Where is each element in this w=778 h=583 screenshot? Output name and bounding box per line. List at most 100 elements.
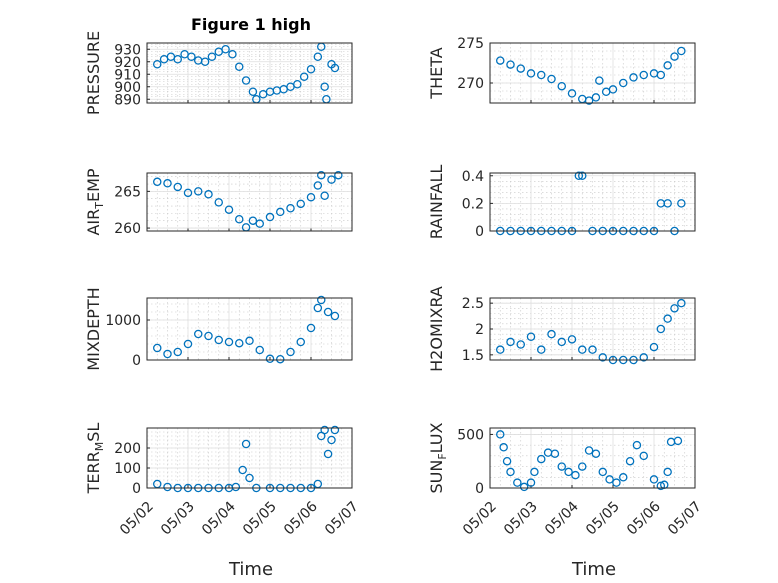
data-point	[632, 440, 642, 450]
data-point	[323, 307, 333, 317]
data-point	[506, 467, 515, 477]
data-point	[578, 345, 587, 354]
data-point	[598, 467, 608, 477]
data-point	[299, 72, 309, 82]
data-point	[173, 182, 182, 192]
data-point	[670, 52, 679, 61]
data-point	[316, 295, 326, 305]
data-point	[306, 65, 316, 74]
data-point	[204, 190, 213, 199]
data-point	[327, 175, 336, 184]
data-point	[502, 456, 512, 466]
data-point	[663, 199, 672, 208]
axes-box	[489, 297, 696, 361]
axes-box	[489, 172, 696, 232]
data-point	[296, 337, 305, 347]
data-point	[526, 478, 536, 487]
data-point	[526, 69, 536, 78]
data-point	[152, 60, 162, 69]
data-point	[547, 329, 556, 339]
data-point	[649, 342, 659, 352]
axes-box	[146, 172, 353, 232]
subplot-terr-msl: 0 100 200 TERRMSL 05/02 05/03 05/04 05/05 05/06 0…	[84, 423, 362, 539]
data-point	[214, 198, 223, 207]
data-point	[316, 170, 326, 180]
subplot-h2omixra: 1.5 2 2.5 H2OMIXRA	[427, 286, 696, 372]
y-tick-label: 890	[114, 92, 141, 108]
data-point	[173, 55, 182, 64]
data-point	[163, 482, 172, 492]
data-point	[639, 70, 649, 80]
data-point	[275, 354, 285, 364]
data-point	[677, 298, 686, 308]
data-point	[574, 171, 584, 181]
data-point	[506, 337, 515, 347]
y-axis-label: PRESSURE	[84, 31, 103, 115]
data-point	[598, 353, 608, 362]
x-tick-label: 05/03	[158, 499, 198, 539]
plot-area	[490, 428, 695, 488]
data-point	[663, 467, 672, 477]
data-point	[605, 475, 614, 484]
y-axis-label: MIXDEPTH	[84, 287, 103, 370]
data-point	[639, 451, 649, 461]
y-tick-label: 0	[475, 481, 484, 497]
data-point	[567, 89, 577, 98]
data-point	[255, 345, 264, 355]
data-point	[286, 203, 295, 213]
data-point	[265, 354, 275, 364]
y-axis-label: TERRMSL	[84, 423, 106, 495]
data-point	[207, 52, 217, 62]
y-tick-label: 0	[132, 481, 141, 497]
y-axis-label: SUNFLUX	[427, 422, 449, 493]
data-point	[495, 430, 505, 439]
y-tick-label: 100	[114, 461, 141, 477]
y-tick-label: 2	[475, 322, 484, 338]
data-point	[663, 61, 672, 70]
data-point	[495, 56, 505, 65]
data-point	[313, 52, 323, 62]
y-tick-label: 2.5	[462, 296, 484, 312]
data-point	[234, 62, 244, 72]
data-point	[173, 347, 182, 357]
data-point	[499, 443, 508, 452]
data-point	[595, 76, 604, 85]
y-tick-label: 275	[457, 36, 484, 52]
data-point	[245, 473, 254, 483]
y-tick-label: 0	[475, 224, 484, 240]
data-point	[516, 340, 526, 349]
x-tick-label: 05/05	[583, 499, 623, 539]
data-point	[275, 207, 285, 217]
data-point	[248, 87, 258, 97]
y-tick-label: 0.4	[462, 169, 484, 185]
data-point	[214, 335, 223, 345]
y-tick-label: 0	[132, 353, 141, 369]
data-point	[183, 188, 193, 198]
data-point	[656, 481, 666, 491]
y-tick-label: 910	[114, 67, 141, 83]
y-tick-label: 920	[114, 55, 141, 71]
data-point	[619, 78, 628, 88]
data-point	[629, 73, 638, 82]
data-point	[608, 85, 618, 94]
y-tick-label: 270	[457, 76, 484, 92]
data-point	[241, 76, 251, 85]
data-point	[530, 467, 539, 477]
data-point	[625, 456, 635, 466]
data-point	[163, 349, 172, 359]
y-axis-label: AIRTEMP	[84, 168, 106, 235]
data-point	[591, 449, 601, 458]
x-tick-label: 05/06	[624, 499, 664, 539]
data-point	[557, 462, 567, 471]
data-point	[320, 191, 329, 201]
axes-box	[146, 42, 353, 104]
data-point	[591, 93, 601, 102]
data-point	[200, 57, 210, 67]
y-axis-label: THETA	[427, 47, 446, 99]
y-tick-label: 930	[114, 42, 141, 58]
x-axis-label-right: Time	[571, 559, 616, 580]
subplot-air-temp: 260 265 AIRTEMP	[84, 168, 353, 237]
data-point	[584, 446, 594, 455]
data-point	[513, 478, 522, 487]
